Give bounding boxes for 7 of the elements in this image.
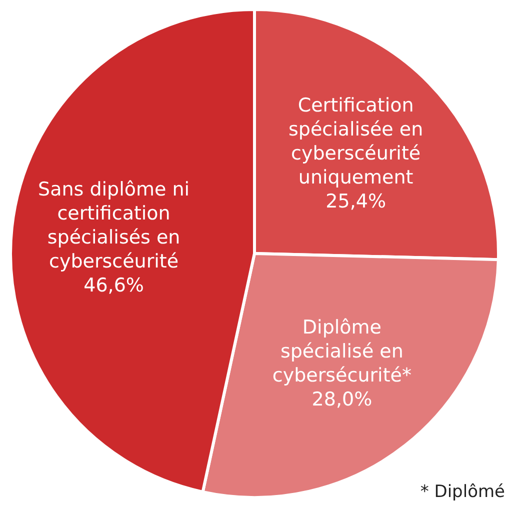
slice-label: Certification spécialisée en cyberscéurité uniquement <box>288 94 424 189</box>
data-label: 25,4% <box>326 190 386 213</box>
data-label: 28,0% <box>312 388 372 411</box>
slice-label: Sans diplôme ni certification spécialisés en cyberscéurité <box>38 178 190 272</box>
text: * Diplômé <box>420 482 505 502</box>
data-label: 46,6% <box>84 274 144 296</box>
slice-label: Diplôme spécialisé en cybersécurité* <box>272 316 412 387</box>
